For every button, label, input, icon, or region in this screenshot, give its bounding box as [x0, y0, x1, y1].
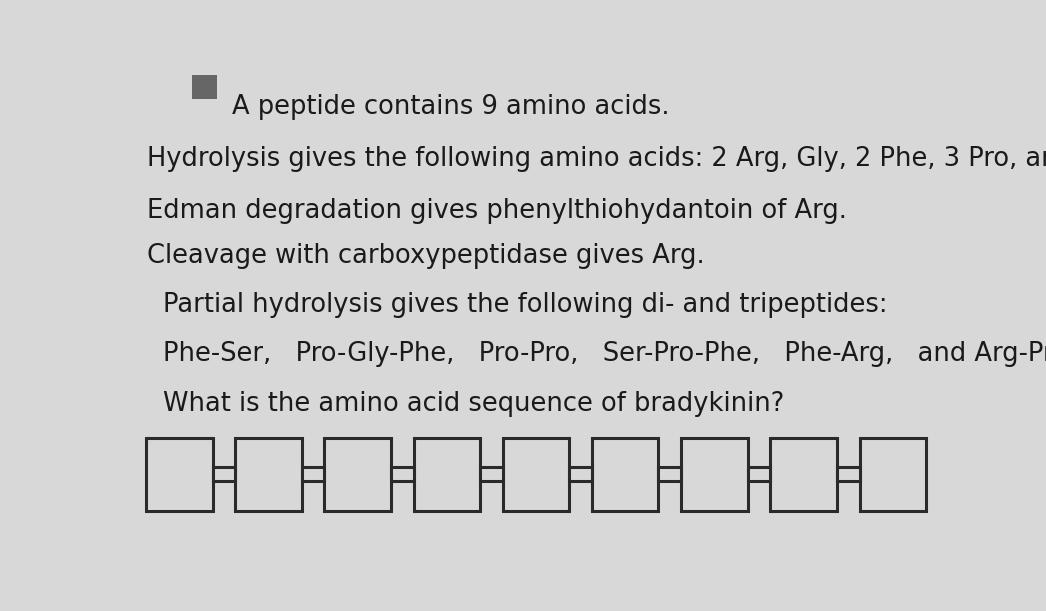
Bar — [503, 438, 569, 511]
Bar — [592, 438, 659, 511]
Bar — [860, 438, 926, 511]
Bar — [748, 467, 770, 481]
Text: Phe-Ser,   Pro-Gly-Phe,   Pro-Pro,   Ser-Pro-Phe,   Phe-Arg,   and Arg-Pro.: Phe-Ser, Pro-Gly-Phe, Pro-Pro, Ser-Pro-P… — [163, 342, 1046, 367]
Text: A peptide contains 9 amino acids.: A peptide contains 9 amino acids. — [232, 95, 669, 120]
Bar — [480, 467, 503, 481]
Text: Cleavage with carboxypeptidase gives Arg.: Cleavage with carboxypeptidase gives Arg… — [146, 243, 705, 269]
Bar — [569, 467, 592, 481]
Bar — [212, 467, 235, 481]
Bar — [770, 438, 837, 511]
Bar — [302, 467, 324, 481]
Text: Partial hydrolysis gives the following di- and tripeptides:: Partial hydrolysis gives the following d… — [163, 292, 888, 318]
Text: Edman degradation gives phenylthiohydantoin of Arg.: Edman degradation gives phenylthiohydant… — [146, 198, 847, 224]
Text: Hydrolysis gives the following amino acids: 2 Arg, Gly, 2 Phe, 3 Pro, and Ser.: Hydrolysis gives the following amino aci… — [146, 146, 1046, 172]
Bar — [659, 467, 681, 481]
Bar — [146, 438, 212, 511]
Bar — [191, 75, 218, 99]
Text: What is the amino acid sequence of bradykinin?: What is the amino acid sequence of brady… — [163, 391, 784, 417]
Bar — [235, 438, 302, 511]
Bar — [681, 438, 748, 511]
Bar — [391, 467, 413, 481]
Bar — [837, 467, 860, 481]
Bar — [324, 438, 391, 511]
Bar — [413, 438, 480, 511]
